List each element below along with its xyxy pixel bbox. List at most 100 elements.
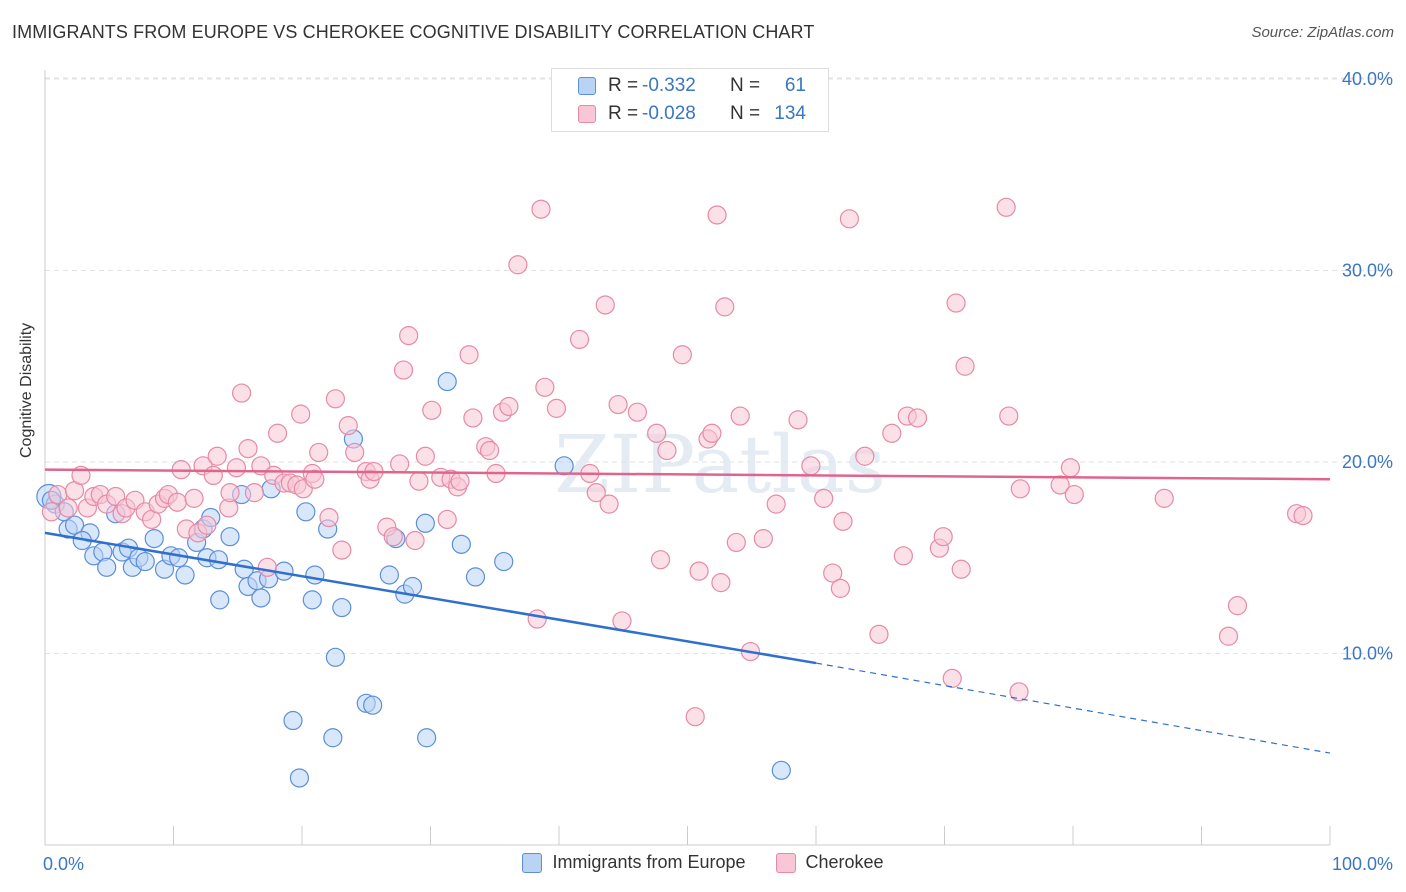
cherokee-point — [999, 406, 1019, 426]
cherokee-point — [437, 509, 457, 530]
axes — [44, 70, 1331, 846]
cherokee-point — [595, 295, 615, 315]
cherokee-point — [801, 456, 821, 476]
cherokee-swatch — [578, 105, 596, 123]
legend: Immigrants from Europe Cherokee — [0, 852, 1406, 873]
legend-item-cherokee[interactable]: Cherokee — [775, 852, 884, 873]
cherokee-point — [238, 438, 258, 459]
europe-point — [144, 528, 164, 549]
cherokee-point — [338, 416, 358, 436]
cherokee-point — [415, 446, 435, 466]
cherokee-point — [823, 563, 843, 583]
cherokee-point — [599, 494, 619, 514]
cherokee-point — [1009, 682, 1029, 702]
cherokee-point — [332, 540, 352, 560]
cherokee-point — [730, 406, 750, 426]
cherokee-point — [244, 483, 265, 503]
cherokee-point — [405, 530, 425, 551]
cherokee-point — [1293, 506, 1313, 526]
cherokee-point — [184, 488, 204, 508]
y-tick-labels: 10.0% 20.0% 30.0% 40.0% — [1342, 69, 1393, 664]
n-value: 61 — [784, 75, 806, 96]
cherokee-point — [463, 408, 483, 428]
europe-point — [332, 597, 352, 618]
cherokee-point — [647, 423, 667, 443]
n-label: N = — [730, 75, 761, 96]
cherokee-point — [753, 528, 773, 549]
legend-item-europe[interactable]: Immigrants from Europe — [522, 852, 746, 873]
europe-point — [771, 760, 791, 780]
europe-point — [210, 590, 230, 610]
cherokee-point — [41, 502, 62, 522]
y-tick-label: 20.0% — [1342, 452, 1393, 472]
europe-point — [289, 768, 310, 788]
legend-swatch-europe — [522, 852, 543, 873]
europe-point — [302, 590, 322, 610]
cherokee-point — [711, 573, 731, 593]
cherokee-point — [232, 383, 252, 403]
trend-lines — [44, 468, 1331, 754]
europe-swatch — [578, 77, 596, 95]
europe-point — [494, 551, 514, 572]
cherokee-point — [1064, 484, 1084, 505]
cherokee-point — [450, 471, 470, 491]
cherokee-point — [707, 205, 727, 225]
cherokee-point — [267, 423, 288, 443]
r-value: -0.028 — [642, 103, 696, 124]
x-tick-label: 0.0% — [43, 854, 84, 874]
legend-label-cherokee: Cherokee — [805, 852, 884, 872]
cherokee-point — [393, 360, 414, 380]
cherokee-point — [612, 611, 632, 631]
europe-trend-extension — [815, 662, 1331, 754]
cherokee-point — [855, 446, 875, 466]
cherokee-point — [893, 546, 913, 566]
cherokee-point — [345, 442, 365, 463]
cherokee-point — [830, 578, 851, 598]
europe-point — [175, 565, 195, 585]
cherokee-point — [1060, 458, 1081, 478]
r-label: R = — [608, 75, 639, 96]
cherokee-point — [207, 446, 227, 466]
stats-row-cherokee: R = -0.028 N = 134 — [578, 101, 806, 127]
europe-point — [465, 567, 486, 587]
cherokee-point — [608, 394, 628, 415]
cherokee-point — [715, 297, 735, 317]
europe-point — [323, 728, 343, 748]
cherokee-point — [996, 197, 1016, 217]
europe-point — [451, 534, 471, 554]
cherokee-point — [197, 515, 217, 535]
cherokee-point — [586, 483, 606, 503]
cherokee-point — [309, 442, 329, 463]
y-tick-label: 30.0% — [1342, 261, 1393, 281]
europe-point — [415, 513, 435, 533]
cherokee-point — [1154, 488, 1174, 508]
source-label: Source: ZipAtlas.com — [1251, 24, 1394, 41]
cherokee-point — [1010, 479, 1030, 499]
cherokee-point — [788, 410, 808, 430]
europe-point — [283, 710, 303, 731]
europe-point — [97, 557, 117, 577]
cherokee-point — [685, 707, 705, 727]
cherokee-point — [907, 408, 928, 428]
cherokee-point — [383, 527, 403, 547]
cherokee-point — [58, 498, 78, 518]
cherokee-point — [531, 199, 551, 219]
europe-point — [305, 565, 325, 585]
cherokee-point — [869, 624, 889, 644]
cherokee-point — [527, 609, 547, 629]
cherokee-point — [325, 389, 346, 409]
cherokee-point — [291, 404, 311, 424]
stats-legend: R = -0.332 N = 61 R = -0.028 N = 134 — [551, 68, 829, 132]
grid-lines — [45, 77, 1390, 654]
n-value: 134 — [774, 103, 806, 124]
x-tick-labels: 0.0% 100.0% — [43, 854, 1393, 874]
y-tick-label: 10.0% — [1342, 644, 1393, 664]
europe-point — [296, 502, 316, 522]
cherokee-point — [933, 527, 953, 547]
cherokee-point — [319, 507, 339, 528]
cherokee-point — [766, 494, 786, 514]
cherokee-point — [305, 469, 325, 489]
cherokee-point — [882, 423, 902, 443]
cherokee-point — [657, 440, 677, 461]
